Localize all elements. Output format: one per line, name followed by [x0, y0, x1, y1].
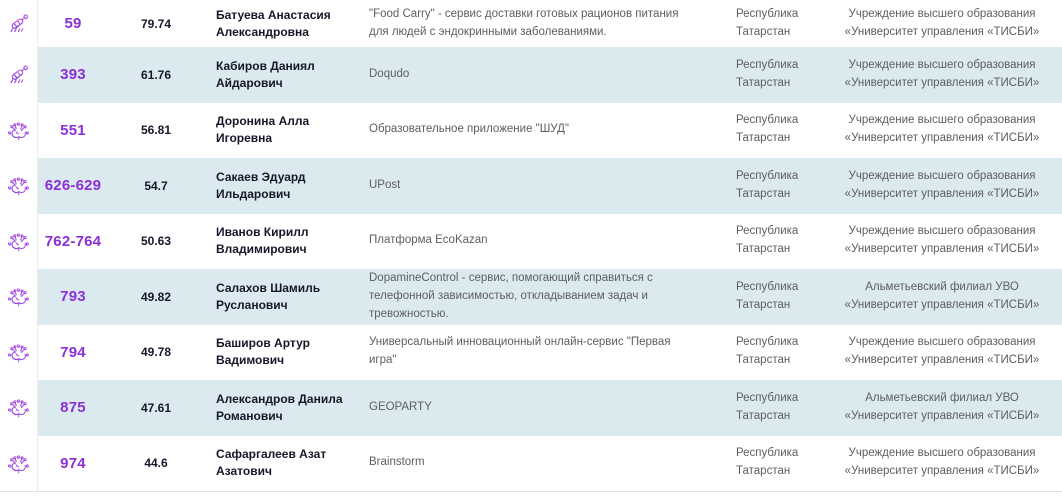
- region: Республика Татарстан: [736, 58, 799, 89]
- row-icon-cell: [0, 269, 38, 325]
- row-icon-cell: [0, 213, 38, 269]
- region: Республика Татарстан: [736, 391, 799, 422]
- institution: Альметьевский филиал УВО «Университет уп…: [844, 280, 1040, 311]
- score-value: 47.61: [140, 400, 172, 415]
- institution: Учреждение высшего образования «Универси…: [844, 114, 1040, 145]
- table-row: 974 44.6 Сафаргалеев Азат Азатович Brain…: [0, 435, 1062, 491]
- participant-name: Сафаргалеев Азат Азатович: [216, 447, 327, 479]
- institution: Учреждение высшего образования «Универси…: [844, 7, 1040, 38]
- region: Республика Татарстан: [736, 225, 799, 256]
- table-row: 793 49.82 Салахов Шамиль Русланович Dopa…: [0, 269, 1062, 325]
- institution: Учреждение высшего образования «Универси…: [844, 169, 1040, 200]
- institution: Учреждение высшего образования «Универси…: [844, 225, 1040, 256]
- participant-name: Сакаев Эдуард Ильдарович: [216, 169, 306, 201]
- ai-brain-icon: [8, 233, 29, 251]
- region: Республика Татарстан: [736, 447, 799, 478]
- rank-value: 875: [60, 399, 86, 417]
- score-value: 61.76: [140, 67, 172, 82]
- project-description: Образовательное приложение "ШУД": [369, 123, 569, 136]
- row-icon-cell: [0, 380, 38, 436]
- score-value: 50.63: [140, 234, 172, 249]
- score-value: 44.6: [144, 456, 168, 471]
- ai-brain-icon: [8, 122, 29, 140]
- ai-brain-icon: [8, 455, 29, 473]
- table-row: 626-629 54.7 Сакаев Эдуард Ильдарович UP…: [0, 158, 1062, 214]
- participant-name: Батуева Анастасия Александровна: [216, 7, 331, 39]
- rocket-launch-icon: [9, 14, 29, 33]
- table-row: 59 79.74 Батуева Анастасия Александровна…: [0, 0, 1062, 47]
- institution: Учреждение высшего образования «Универси…: [844, 58, 1040, 89]
- rank-value: 59: [64, 15, 82, 32]
- participant-name: Иванов Кирилл Владимирович: [216, 225, 309, 257]
- row-icon-cell: [0, 158, 38, 214]
- rank-value: 794: [60, 343, 86, 361]
- table-row: 875 47.61 Александров Данила Романович G…: [0, 380, 1062, 436]
- table-row: 551 56.81 Доронина Алла Игоревна Образов…: [0, 102, 1062, 158]
- rank-value: 793: [60, 288, 86, 306]
- ai-brain-icon: [8, 177, 29, 196]
- participant-name: Салахов Шамиль Русланович: [216, 280, 321, 312]
- project-description: DopamineControl - сервис, помогающий спр…: [369, 272, 653, 320]
- participant-name: Баширов Артур Вадимович: [216, 336, 310, 368]
- score-value: 49.78: [140, 345, 172, 360]
- project-description: UPost: [369, 178, 401, 191]
- ai-brain-icon: [8, 288, 29, 307]
- participant-name: Кабиров Даниял Айдарович: [216, 58, 315, 90]
- row-icon-cell: [0, 435, 38, 491]
- region: Республика Татарстан: [736, 336, 799, 367]
- rank-value: 762-764: [44, 232, 102, 250]
- project-description: Doqudo: [369, 67, 410, 80]
- region: Республика Татарстан: [736, 7, 799, 38]
- project-description: "Food Carry" - сервис доставки готовых р…: [369, 7, 679, 38]
- score-value: 49.82: [140, 289, 172, 304]
- row-icon-cell: [0, 324, 38, 380]
- row-icon-cell: [0, 102, 38, 158]
- region: Республика Татарстан: [736, 114, 799, 145]
- participant-name: Александров Данила Романович: [216, 391, 343, 423]
- score-value: 79.74: [140, 16, 172, 31]
- table-row: 762-764 50.63 Иванов Кирилл Владимирович…: [0, 213, 1062, 269]
- rocket-launch-icon: [9, 65, 29, 84]
- table-row: 393 61.76 Кабиров Даниял Айдарович Doqud…: [0, 47, 1062, 103]
- rank-value: 626-629: [44, 177, 102, 195]
- ai-brain-icon: [8, 399, 29, 418]
- institution: Учреждение высшего образования «Универси…: [844, 336, 1040, 367]
- rank-value: 551: [60, 121, 86, 139]
- institution: Учреждение высшего образования «Универси…: [844, 447, 1040, 478]
- row-icon-cell: [0, 0, 38, 47]
- region: Республика Татарстан: [736, 169, 799, 200]
- project-description: Универсальный инновационный онлайн-серви…: [369, 336, 671, 367]
- project-description: GEOPARTY: [369, 400, 432, 413]
- rank-value: 393: [60, 66, 86, 84]
- region: Республика Татарстан: [736, 280, 799, 311]
- participant-name: Доронина Алла Игоревна: [216, 114, 310, 146]
- project-description: Платформа EcoKazan: [369, 234, 488, 247]
- ai-brain-icon: [8, 344, 29, 362]
- institution: Альметьевский филиал УВО «Университет уп…: [844, 391, 1040, 422]
- project-description: Brainstorm: [369, 456, 425, 469]
- table-row: 794 49.78 Баширов Артур Вадимович Универ…: [0, 324, 1062, 380]
- score-value: 56.81: [140, 123, 172, 138]
- rank-value: 974: [60, 454, 86, 472]
- score-value: 54.7: [144, 178, 168, 193]
- row-icon-cell: [0, 47, 38, 103]
